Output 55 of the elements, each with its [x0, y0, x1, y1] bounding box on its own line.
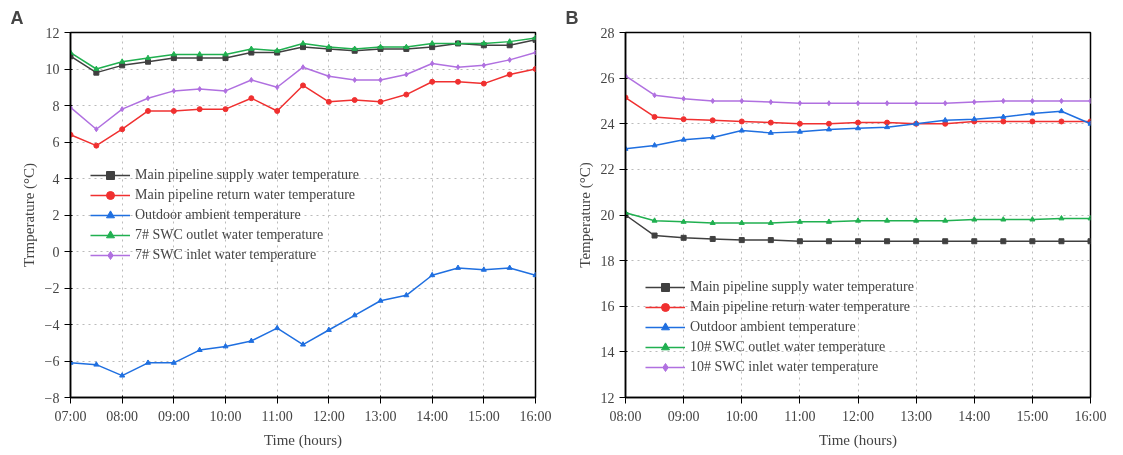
x-tick-label: 14:00: [416, 408, 449, 424]
y-tick-label: 22: [600, 162, 615, 178]
y-tick-label: 8: [52, 98, 60, 114]
x-tick-label: 13:00: [900, 408, 933, 424]
legend-label: Main pipeline return water temperature: [690, 299, 911, 315]
x-tick-label: 07:00: [54, 408, 87, 424]
y-tick-label: 2: [52, 208, 60, 223]
x-tick-label: 14:00: [958, 408, 991, 424]
y-axis-title: Trmperature (°C): [20, 162, 38, 268]
x-tick-label: 10:00: [725, 408, 758, 424]
legend-label: 10# SWC inlet water temperature: [690, 359, 879, 375]
y-tick-label: 20: [600, 208, 615, 223]
x-tick-label: 08:00: [106, 408, 139, 424]
x-tick-label: 13:00: [364, 408, 397, 424]
x-tick-label: 11:00: [784, 408, 816, 424]
x-tick-label: 08:00: [609, 408, 642, 424]
legend-label: Outdoor ambient temperature: [135, 206, 301, 223]
x-tick-label: 10:00: [209, 408, 242, 424]
x-tick-label: 15:00: [467, 408, 500, 424]
y-tick-label: 18: [600, 253, 615, 269]
x-tick-label: 16:00: [1074, 408, 1107, 424]
chart-title: A: [10, 7, 24, 28]
y-tick-label: 28: [600, 25, 615, 41]
legend-label: Main pipeline supply water temperature: [690, 279, 914, 295]
legend-label: Main pipeline supply water temperature: [135, 166, 359, 183]
x-axis-title: Time (hours): [263, 431, 343, 449]
legend-label: Main pipeline return water temperature: [135, 186, 356, 203]
y-tick-label: −2: [44, 281, 60, 296]
legend-label: 7# SWC outlet water temperature: [135, 226, 324, 243]
y-tick-label: 6: [52, 135, 60, 150]
y-tick-label: 12: [600, 390, 615, 406]
y-tick-label: 26: [600, 71, 615, 87]
y-tick-label: 16: [600, 299, 615, 315]
y-tick-label: 14: [600, 344, 615, 360]
x-axis-title: Time (hours): [818, 431, 898, 449]
y-tick-label: −4: [44, 317, 60, 333]
x-tick-label: 09:00: [667, 408, 700, 424]
y-axis-title: Temperature (°C): [576, 162, 594, 268]
chart-title: B: [565, 7, 579, 28]
y-tick-label: 12: [45, 25, 60, 41]
legend-label: Outdoor ambient temperature: [690, 319, 856, 335]
x-tick-label: 12:00: [842, 408, 874, 424]
x-tick-label: 09:00: [157, 408, 190, 424]
x-tick-label: 12:00: [312, 408, 345, 424]
x-tick-label: 15:00: [1016, 408, 1049, 424]
legend-label: 10# SWC outlet water temperature: [690, 339, 886, 355]
y-tick-label: −8: [44, 390, 60, 406]
y-tick-label: 4: [52, 171, 60, 187]
y-tick-label: −6: [44, 354, 60, 369]
legend-label: 7# SWC inlet water temperature: [135, 246, 317, 263]
y-tick-label: 0: [52, 244, 60, 260]
x-tick-label: 16:00: [519, 408, 552, 424]
y-tick-label: 10: [45, 62, 60, 77]
y-tick-label: 24: [600, 116, 615, 132]
x-tick-label: 11:00: [261, 408, 293, 424]
